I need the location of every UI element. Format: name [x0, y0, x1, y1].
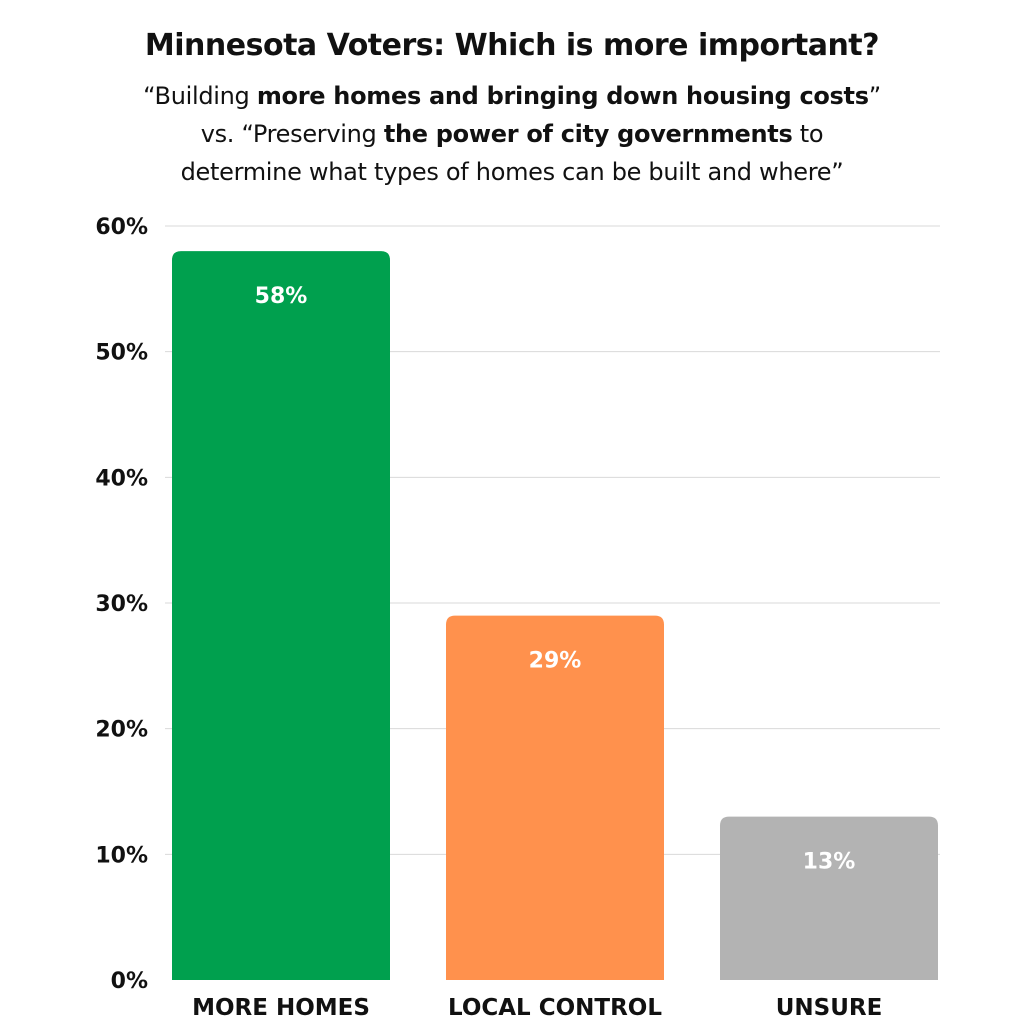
subtitle-1-bold: more homes and bringing down housing cos…: [256, 82, 869, 110]
y-tick-label: 50%: [95, 341, 148, 366]
subtitle-2-pre: vs. “Preserving: [200, 120, 384, 148]
bar-unsure: [720, 816, 938, 980]
y-tick-label: 40%: [95, 466, 148, 491]
y-tick-label: 60%: [95, 215, 148, 240]
y-tick-label: 30%: [95, 592, 148, 617]
y-tick-label: 0%: [111, 969, 148, 994]
subtitle-2-post: to: [792, 120, 824, 148]
y-tick-label: 20%: [95, 718, 148, 743]
subtitle-1-post: ”: [868, 82, 881, 110]
data-label: 58%: [255, 284, 308, 309]
x-category-label: LOCAL CONTROL: [448, 995, 662, 1021]
subtitle-1-pre: “Building: [143, 82, 257, 110]
data-label: 13%: [803, 850, 856, 875]
x-category-label: MORE HOMES: [192, 995, 370, 1021]
chart-subtitle-line-2: vs. “Preserving the power of city govern…: [0, 120, 1024, 148]
subtitle-2-bold: the power of city governments: [383, 120, 793, 148]
subtitle-3-pre: determine what types of homes can be bui…: [180, 158, 844, 186]
chart-subtitle-line-3: determine what types of homes can be bui…: [0, 158, 1024, 186]
data-label: 29%: [529, 649, 582, 674]
bar-local-control: [446, 615, 664, 980]
x-category-label: UNSURE: [776, 995, 883, 1021]
chart-title: Minnesota Voters: Which is more importan…: [144, 28, 880, 63]
chart-subtitle-line-1: “Building more homes and bringing down h…: [0, 82, 1024, 110]
bar-more-homes: [172, 251, 390, 981]
y-tick-label: 10%: [95, 843, 148, 868]
